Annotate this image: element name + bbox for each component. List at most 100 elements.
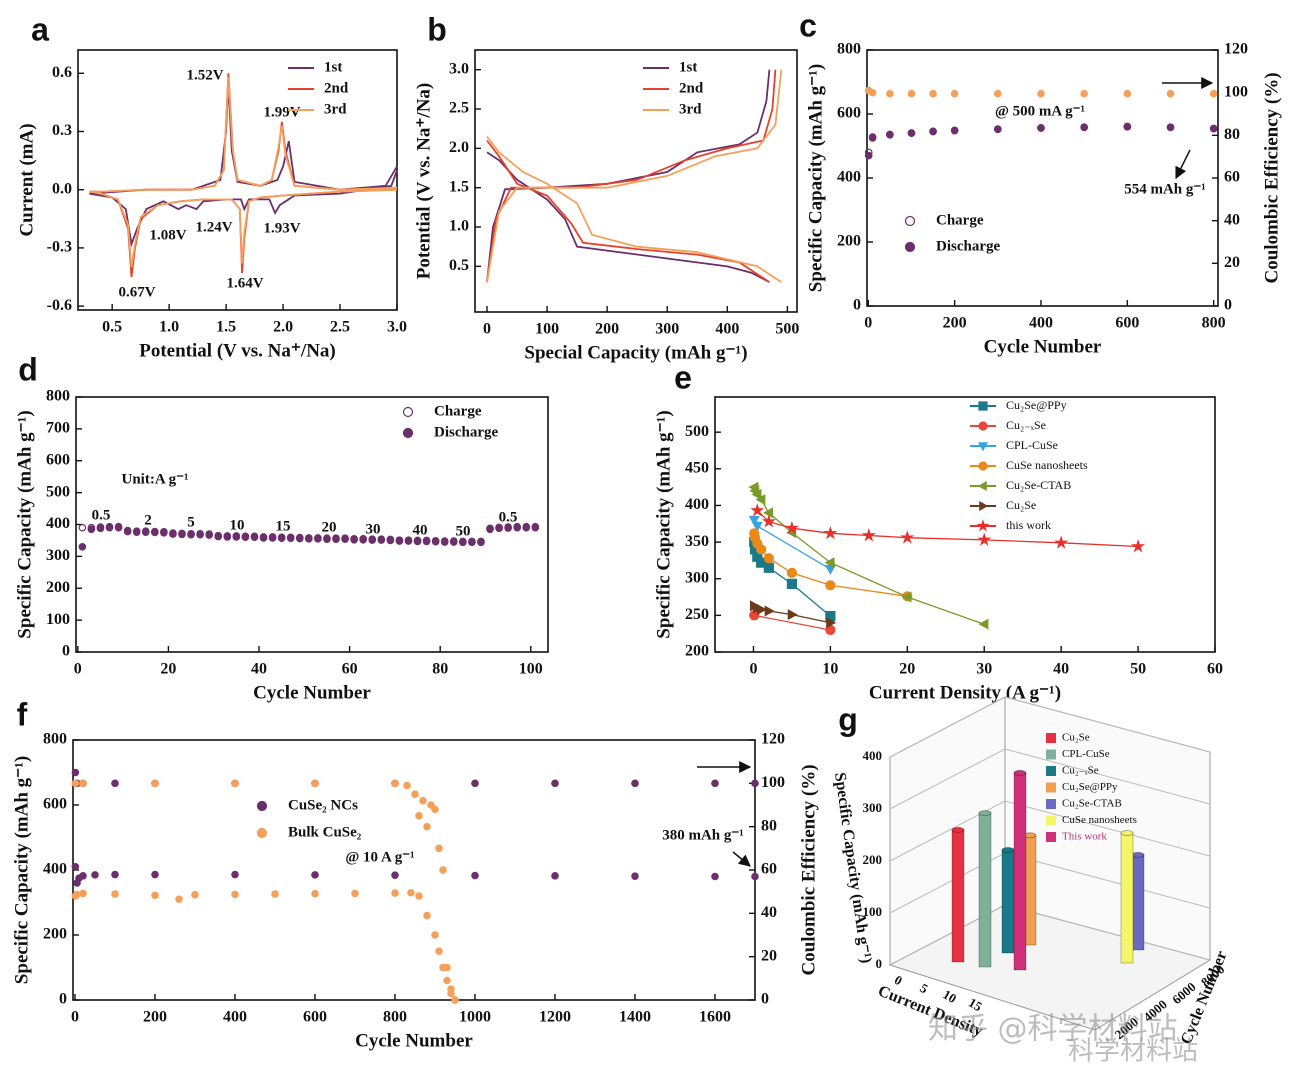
legend-label: Cu₂Se xyxy=(1062,732,1090,744)
data-point xyxy=(522,523,531,532)
data-point xyxy=(786,578,798,589)
y2-tick-label: 120 xyxy=(1224,41,1248,58)
data-point xyxy=(223,533,232,541)
data-point xyxy=(886,89,894,98)
data-point xyxy=(1166,89,1175,98)
data-point xyxy=(1037,89,1045,98)
data-point xyxy=(386,536,395,545)
y2-tick-label: 120 xyxy=(761,731,785,748)
legend-marker xyxy=(256,827,268,839)
data-point xyxy=(413,537,422,546)
y-tick-label: 400 xyxy=(46,515,70,532)
data-point xyxy=(305,535,313,543)
legend-label: CuSe nanosheets xyxy=(1006,458,1088,472)
legend-label: CuSe₂ NCs xyxy=(288,797,358,813)
y-tick-label: 0.5 xyxy=(449,257,469,274)
x-tick-label: 60 xyxy=(342,661,358,678)
y2-tick-label: 100 xyxy=(761,774,785,791)
y-tick-label: 800 xyxy=(43,731,67,748)
legend-label: Cu₂Se-CTAB xyxy=(1006,478,1071,492)
series-line xyxy=(754,614,831,631)
annotation: 1.93V xyxy=(263,220,300,236)
data-point xyxy=(114,523,123,532)
data-point xyxy=(763,562,774,573)
data-point xyxy=(231,890,239,899)
y2-tick-label: 0 xyxy=(1224,297,1232,314)
data-point xyxy=(419,796,427,805)
data-point xyxy=(495,524,503,533)
data-point xyxy=(311,889,319,898)
bar-cap xyxy=(978,810,992,817)
legend-swatch xyxy=(1046,749,1056,760)
panel-label: g xyxy=(838,701,858,737)
data-point xyxy=(151,891,159,900)
data-point xyxy=(431,805,439,814)
data-point xyxy=(359,535,367,544)
y-tick-label: 500 xyxy=(685,423,709,440)
data-point xyxy=(900,530,915,544)
y2-tick-label: 80 xyxy=(761,817,777,834)
legend-label: Charge xyxy=(434,403,482,419)
legend-label: Cu₂Se@PPy xyxy=(1006,398,1067,412)
y2-tick-label: 40 xyxy=(761,904,777,921)
grid-line xyxy=(889,800,1211,862)
data-point xyxy=(250,533,259,542)
y-tick-label: 0 xyxy=(853,297,861,314)
y2-tick-label: 80 xyxy=(1224,126,1240,143)
y2-axis-label: Coulombic Efficiency (%) xyxy=(798,764,819,975)
data-point xyxy=(763,553,774,564)
data-point xyxy=(929,127,937,136)
bar xyxy=(978,812,992,968)
legend-marker xyxy=(402,427,414,439)
legend-swatch xyxy=(1046,799,1056,809)
x-tick-label: 1400 xyxy=(619,1009,651,1026)
y-tick-label: 300 xyxy=(685,569,709,586)
data-point xyxy=(415,892,423,900)
plot-frame xyxy=(72,739,756,1001)
watermark: 知乎 @科学材料站 xyxy=(928,1012,1178,1047)
data-point xyxy=(311,779,319,788)
x-tick-label: 200 xyxy=(943,315,967,332)
data-point xyxy=(513,523,521,532)
data-point xyxy=(1123,123,1132,131)
legend-swatch xyxy=(1046,815,1056,826)
x-tick-label: 60 xyxy=(1207,661,1223,678)
x-tick-label: 0 xyxy=(74,661,82,678)
y2-tick-label: 20 xyxy=(761,947,777,964)
data-point xyxy=(314,535,322,543)
data-point xyxy=(823,525,838,540)
x-axis-label: Potential (V vs. Na⁺/Na) xyxy=(139,340,336,361)
annotation: 0.5 xyxy=(499,509,518,525)
data-point xyxy=(295,534,304,543)
y-axis-label: Specific Capacity (mAh g⁻¹) xyxy=(14,410,35,638)
bar-cap xyxy=(1120,830,1134,836)
series-line xyxy=(753,486,985,625)
legend-label: CPL-CuSe xyxy=(1006,438,1058,452)
data-point xyxy=(350,535,358,544)
x-tick-label: 10 xyxy=(822,661,838,678)
data-point xyxy=(71,779,80,788)
data-point xyxy=(750,503,765,517)
x-tick-label: 0 xyxy=(749,661,757,678)
y-axis-label: Current (mA) xyxy=(16,123,37,236)
data-point xyxy=(141,528,150,536)
bar-cap xyxy=(951,826,965,833)
data-point xyxy=(78,523,87,532)
x-tick-label: 1000 xyxy=(459,1009,491,1026)
data-point xyxy=(368,536,377,544)
data-point xyxy=(1130,539,1146,553)
y-tick-label: 700 xyxy=(46,420,70,437)
y-tick-label: 0.3 xyxy=(52,122,72,139)
x-tick-label: 0 xyxy=(71,1009,79,1026)
x-tick-label: 200 xyxy=(143,1009,167,1026)
data-point xyxy=(764,605,775,617)
data-point xyxy=(151,528,159,537)
legend-swatch xyxy=(1046,832,1056,842)
x-tick-label: 1.0 xyxy=(159,319,179,336)
data-point xyxy=(391,871,399,880)
data-point xyxy=(1166,123,1175,132)
data-point xyxy=(175,895,183,904)
y-tick-label: 1.5 xyxy=(449,178,469,195)
data-point xyxy=(994,89,1002,98)
x-tick-label: 80 xyxy=(432,661,448,678)
